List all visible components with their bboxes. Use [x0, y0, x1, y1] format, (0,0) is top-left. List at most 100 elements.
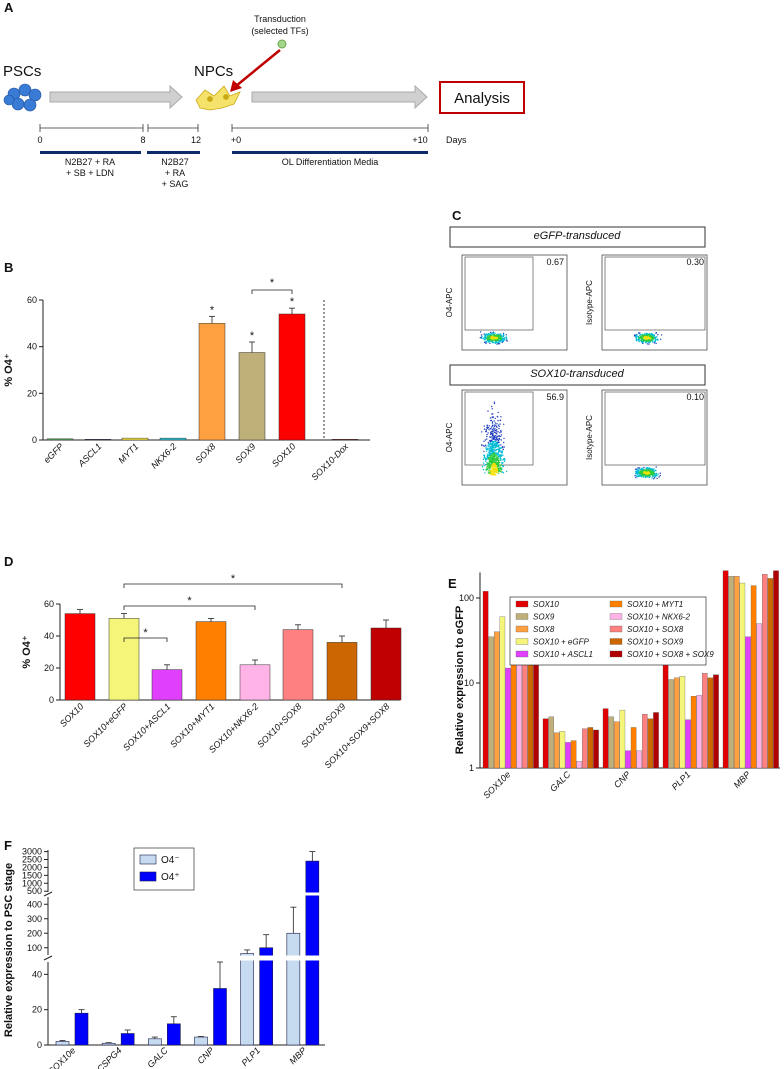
bar	[148, 1038, 162, 1046]
event-dot	[637, 336, 639, 338]
psc-cluster	[3, 83, 42, 112]
event-dot	[498, 425, 500, 428]
event-dot	[498, 342, 500, 344]
event-dot	[487, 455, 489, 457]
event-dot	[647, 336, 649, 338]
event-dot	[483, 341, 486, 343]
event-dot	[639, 474, 641, 477]
legend-swatch	[139, 871, 157, 882]
x-tick-label: MBP	[287, 1045, 308, 1066]
npc-cells	[195, 85, 241, 111]
event-dot	[486, 435, 488, 438]
event-dot	[494, 467, 496, 469]
bar	[739, 582, 746, 769]
event-dot	[495, 341, 497, 344]
event-dot	[501, 452, 503, 454]
event-dot	[638, 340, 640, 342]
legend-label: SOX8	[533, 625, 555, 634]
event-dot	[483, 428, 486, 430]
legend-swatch	[609, 600, 623, 608]
event-dot	[497, 454, 499, 456]
event-dot	[494, 458, 497, 460]
event-dot	[660, 334, 663, 336]
event-dot	[643, 469, 645, 471]
x-tick-label: SOX10+MYT1	[168, 701, 216, 749]
event-dot	[495, 433, 498, 435]
bar	[702, 673, 708, 769]
significance-mark: *	[210, 304, 215, 316]
event-dot	[503, 437, 505, 440]
transduction-label: (selected TFs)	[251, 26, 308, 36]
event-dot	[494, 435, 497, 437]
event-dot	[654, 473, 656, 475]
event-dot	[500, 435, 502, 438]
panel-label: F	[4, 838, 12, 853]
event-dot	[492, 428, 494, 431]
bar	[696, 694, 702, 769]
event-dot	[493, 429, 496, 431]
event-dot	[492, 457, 494, 460]
bar	[120, 1033, 135, 1046]
event-dot	[499, 333, 502, 335]
arrow	[251, 84, 428, 110]
event-dot	[496, 415, 498, 418]
event-dot	[485, 429, 487, 431]
event-dot	[501, 446, 504, 448]
event-dot	[488, 340, 491, 342]
event-dot	[488, 467, 490, 469]
event-dot	[497, 411, 499, 414]
media-label: N2B27	[161, 157, 189, 167]
bar	[213, 988, 227, 1046]
event-dot	[491, 422, 494, 424]
event-dot	[494, 422, 497, 424]
plot-frame	[461, 254, 568, 351]
event-dot	[639, 471, 641, 473]
event-dot	[499, 470, 501, 472]
event-dot	[486, 463, 488, 465]
event-dot	[645, 338, 647, 340]
bar	[674, 677, 680, 769]
arrow	[49, 84, 183, 110]
y-tick-label: 2500	[22, 855, 42, 865]
event-dot	[484, 472, 486, 474]
stage-label: PSCs	[3, 63, 41, 80]
event-dot	[635, 334, 637, 337]
axis-break	[49, 955, 326, 961]
bar	[570, 740, 577, 769]
event-dot	[496, 445, 499, 448]
event-dot	[491, 439, 493, 441]
event-dot	[651, 333, 653, 335]
legend-swatch	[515, 625, 529, 633]
event-dot	[498, 449, 500, 451]
legend-label: SOX10	[533, 600, 559, 609]
event-dot	[490, 464, 492, 466]
event-dot	[484, 338, 487, 340]
y-tick-label: 20	[27, 388, 37, 398]
event-dot	[651, 335, 653, 337]
gate-value: 0.67	[546, 257, 564, 267]
panel-label: D	[4, 554, 13, 569]
timeline	[39, 124, 429, 132]
x-tick-label: SOX8	[193, 441, 217, 465]
timeline-unit: Days	[446, 135, 467, 145]
event-dot	[489, 465, 491, 467]
event-dot	[493, 466, 495, 468]
y-tick-label: 0	[37, 1040, 42, 1050]
event-dot	[502, 448, 504, 451]
event-dot	[484, 445, 486, 447]
event-dot	[497, 457, 499, 459]
event-dot	[488, 451, 490, 454]
event-dot	[492, 472, 494, 474]
event-dot	[487, 464, 490, 467]
event-dot	[494, 472, 496, 474]
event-dot	[499, 432, 501, 434]
event-dot	[645, 342, 647, 344]
event-dot	[494, 455, 496, 458]
event-dot	[489, 439, 491, 442]
legend-label: O4⁺	[161, 872, 180, 883]
event-dot	[488, 443, 490, 445]
event-dot	[494, 450, 496, 452]
event-dot	[490, 331, 492, 334]
event-dot	[495, 465, 497, 467]
bar	[494, 631, 500, 769]
